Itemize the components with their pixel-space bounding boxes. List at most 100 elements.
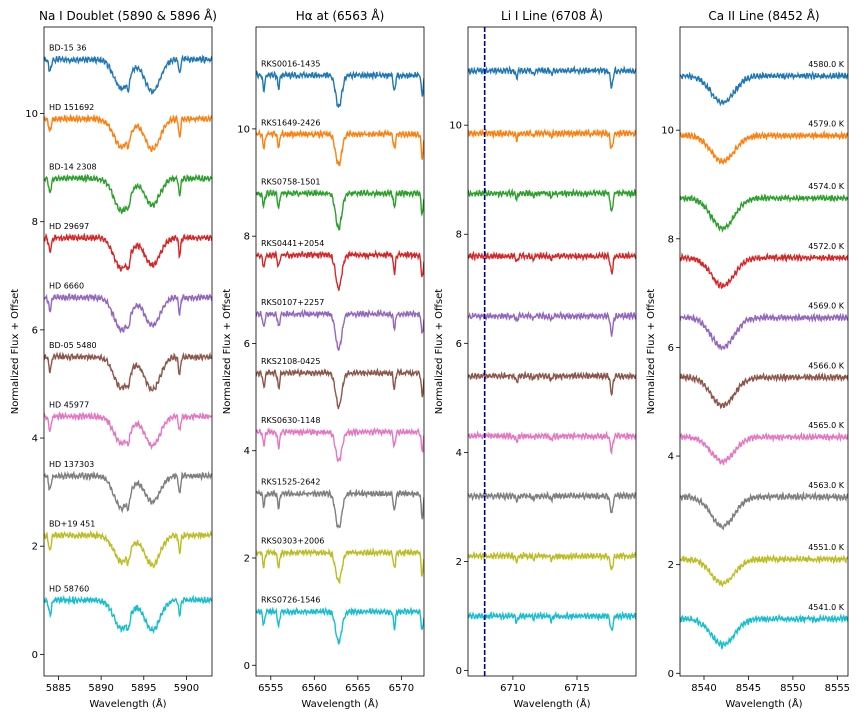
series-label: 4565.0 K bbox=[808, 421, 845, 430]
series-line bbox=[680, 193, 848, 233]
x-tick-label: 6715 bbox=[564, 683, 589, 694]
y-tick-label: 8 bbox=[32, 217, 38, 228]
y-tick-label: 2 bbox=[668, 560, 674, 571]
y-tick-label: 4 bbox=[456, 448, 462, 459]
series-label: HD 58760 bbox=[49, 584, 89, 593]
series-line bbox=[256, 249, 424, 291]
y-tick-label: 2 bbox=[32, 542, 38, 553]
series-line bbox=[44, 173, 212, 215]
y-tick-label: 6 bbox=[456, 339, 462, 350]
series-line bbox=[468, 187, 636, 212]
x-tick-label: 5890 bbox=[88, 683, 113, 694]
series-line bbox=[256, 488, 424, 530]
x-axis-label: Wavelength (Å) bbox=[89, 697, 166, 710]
series-label: 4574.0 K bbox=[808, 182, 845, 191]
series-line bbox=[680, 312, 848, 351]
series-label: RKS0630-1148 bbox=[261, 416, 321, 425]
series-line bbox=[44, 470, 212, 514]
series-line bbox=[680, 70, 848, 107]
y-axis-label: Normalized Flux + Offset bbox=[434, 289, 445, 415]
y-tick-label: 0 bbox=[244, 661, 250, 672]
series-line bbox=[468, 310, 636, 337]
y-tick-label: 2 bbox=[456, 557, 462, 568]
x-tick-label: 6710 bbox=[500, 683, 525, 694]
y-tick-label: 2 bbox=[244, 554, 250, 565]
series-line bbox=[256, 426, 424, 463]
series-line bbox=[680, 613, 848, 650]
series-label: 4580.0 K bbox=[808, 60, 845, 69]
panel-title: Hα at (6563 Å) bbox=[296, 8, 385, 23]
series-line bbox=[468, 550, 636, 571]
panel-4: Ca II Line (8452 Å) 4580.0 K 4579.0 K 4574.… bbox=[646, 8, 850, 710]
series-label: RKS0303+2006 bbox=[261, 537, 324, 546]
series-label: HD 45977 bbox=[49, 400, 89, 409]
series-label: RKS0726-1546 bbox=[261, 596, 321, 605]
x-tick-label: 5900 bbox=[174, 683, 199, 694]
y-tick-label: 8 bbox=[668, 234, 674, 245]
y-tick-label: 4 bbox=[668, 452, 674, 463]
x-tick-label: 6560 bbox=[302, 683, 327, 694]
y-axis-label: Normalized Flux + Offset bbox=[10, 289, 21, 415]
series-line bbox=[256, 606, 424, 645]
series-line bbox=[680, 490, 848, 531]
plot-area bbox=[468, 65, 636, 632]
y-tick-label: 0 bbox=[32, 650, 38, 661]
series-line bbox=[44, 594, 212, 635]
series-line bbox=[256, 547, 424, 585]
series-label: BD-05 5480 bbox=[49, 341, 97, 350]
x-tick-label: 8550 bbox=[780, 683, 805, 694]
series-label: HD 151692 bbox=[49, 103, 94, 112]
axes-frame bbox=[679, 26, 849, 677]
series-line bbox=[468, 430, 636, 456]
y-tick-label: 0 bbox=[456, 666, 462, 677]
x-axis-label: Wavelength (Å) bbox=[513, 697, 590, 710]
series-line bbox=[44, 113, 212, 153]
series-line bbox=[468, 128, 636, 150]
series-line bbox=[256, 308, 424, 352]
series-label: HD 6660 bbox=[49, 281, 84, 290]
x-tick-label: 5885 bbox=[46, 683, 71, 694]
series-line bbox=[44, 232, 212, 272]
series-line bbox=[468, 610, 636, 632]
panel-title: Ca II Line (8452 Å) bbox=[708, 8, 819, 23]
series-line bbox=[680, 553, 848, 588]
y-tick-label: 10 bbox=[25, 109, 38, 120]
series-line bbox=[256, 69, 424, 109]
axes-frame bbox=[255, 26, 425, 677]
x-axis-label: Wavelength (Å) bbox=[725, 697, 802, 710]
series-label: 4541.0 K bbox=[808, 603, 845, 612]
series-label: RKS2108-0425 bbox=[261, 357, 321, 366]
series-line bbox=[468, 250, 636, 275]
panel-2: Hα at (6563 Å) RKS0016-1435 RKS1649-2426 RK… bbox=[222, 8, 425, 710]
x-tick-label: 6555 bbox=[258, 683, 283, 694]
y-tick-label: 0 bbox=[668, 669, 674, 680]
series-label: RKS0016-1435 bbox=[261, 59, 321, 68]
plot-area bbox=[44, 54, 212, 635]
series-line bbox=[680, 431, 848, 466]
series-label: 4566.0 K bbox=[808, 361, 845, 370]
y-tick-label: 10 bbox=[449, 121, 462, 132]
series-label: RKS0107+2257 bbox=[261, 298, 324, 307]
series-label: 4551.0 K bbox=[808, 543, 845, 552]
series-line bbox=[256, 367, 424, 410]
x-tick-label: 6565 bbox=[345, 683, 370, 694]
series-label: BD-15 36 bbox=[49, 43, 86, 52]
series-label: 4569.0 K bbox=[808, 302, 845, 311]
series-line bbox=[680, 129, 848, 166]
series-label: RKS1525-2642 bbox=[261, 478, 321, 487]
panel-title: Na I Doublet (5890 & 5896 Å) bbox=[39, 8, 217, 23]
y-tick-label: 4 bbox=[32, 434, 38, 445]
x-tick-label: 8555 bbox=[825, 683, 850, 694]
series-line bbox=[256, 188, 424, 231]
series-line bbox=[680, 371, 848, 410]
y-tick-label: 8 bbox=[244, 232, 250, 243]
panel-title: Li I Line (6708 Å) bbox=[501, 8, 603, 23]
series-line bbox=[44, 411, 212, 451]
series-label: HD 29697 bbox=[49, 222, 89, 231]
panel-1: Na I Doublet (5890 & 5896 Å) BD-15 36 HD 1… bbox=[10, 8, 217, 710]
series-label: 4579.0 K bbox=[808, 120, 845, 129]
y-tick-label: 4 bbox=[244, 446, 250, 457]
series-label: 4572.0 K bbox=[808, 242, 845, 251]
y-axis-label: Normalized Flux + Offset bbox=[646, 289, 657, 415]
